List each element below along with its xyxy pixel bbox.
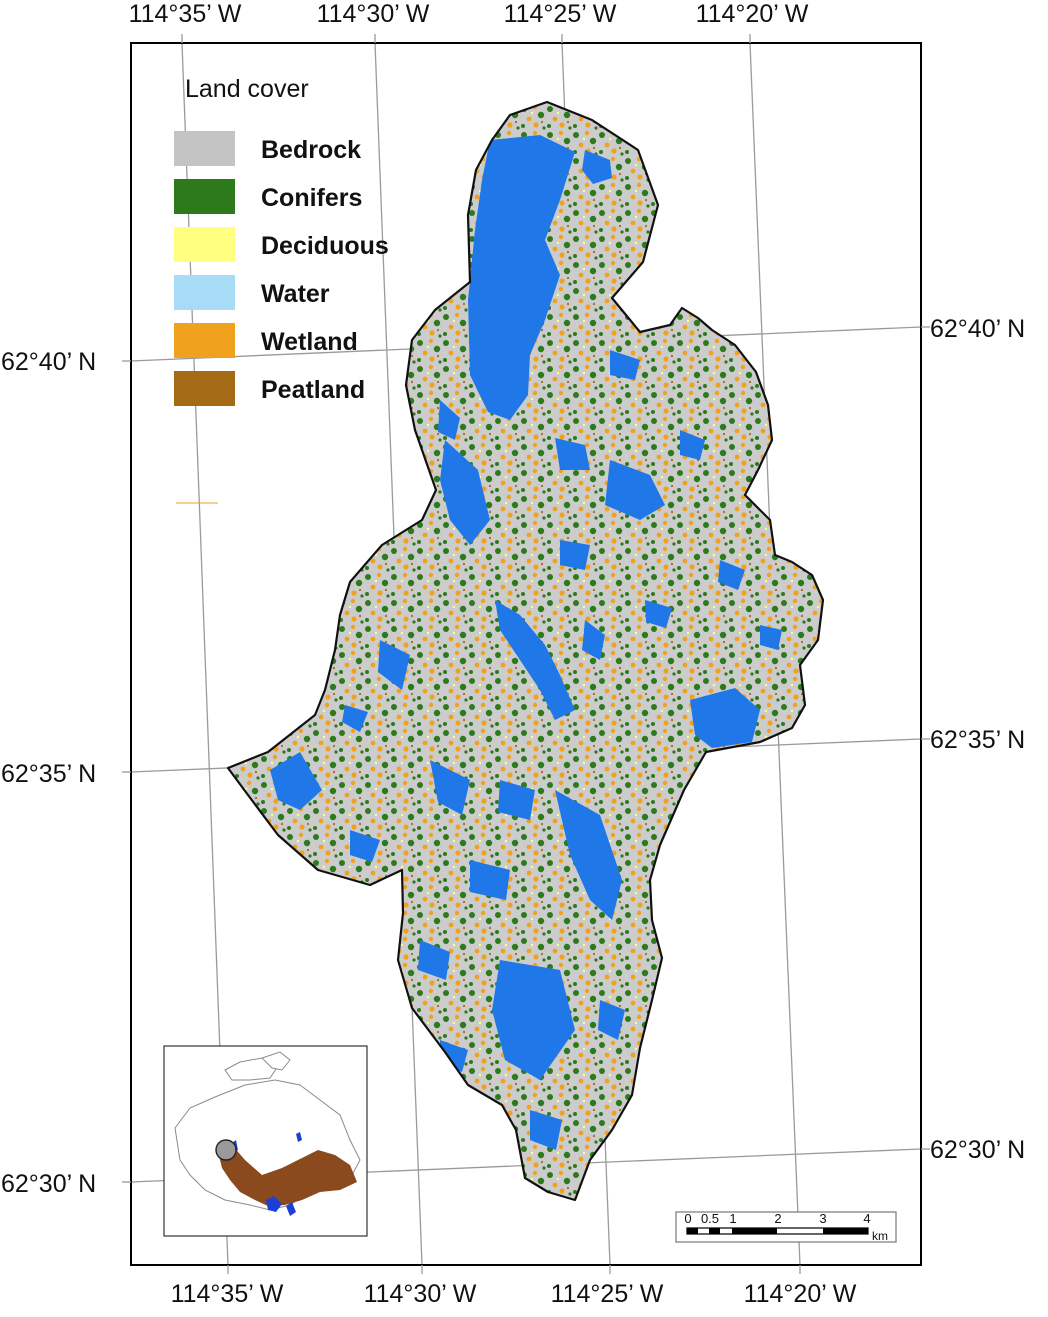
scale-tick-label: 1 — [729, 1211, 736, 1226]
inset-region — [218, 1145, 357, 1206]
right-lat-label: 62°35’ N — [930, 726, 1025, 754]
top-lon-label: 114°25’ W — [504, 0, 617, 28]
scale-tick-label: 3 — [819, 1211, 826, 1226]
legend-swatch-conifers — [174, 179, 235, 214]
left-lat-label: 62°40’ N — [1, 348, 96, 376]
legend-swatch-deciduous — [174, 227, 235, 262]
legend-label-water: Water — [261, 280, 330, 308]
legend-label-conifers: Conifers — [261, 184, 362, 212]
bottom-lon-label: 114°30’ W — [364, 1280, 477, 1308]
right-lat-label: 62°40’ N — [930, 315, 1025, 343]
top-lon-label: 114°30’ W — [317, 0, 430, 28]
legend-swatch-water — [174, 275, 235, 310]
graticule-ticks — [122, 34, 930, 1274]
left-lat-label: 62°30’ N — [1, 1170, 96, 1198]
scale-tick-label: 0 — [684, 1211, 691, 1226]
legend-label-deciduous: Deciduous — [261, 232, 389, 260]
inset-arctic-islands — [261, 1051, 291, 1071]
legend-swatch-peatland — [174, 371, 235, 406]
scale-bar: 0 0.5 1 2 3 4 km — [675, 1211, 897, 1243]
scale-unit: km — [872, 1229, 888, 1243]
top-lon-label: 114°35’ W — [129, 0, 242, 28]
map-frame — [130, 42, 922, 1266]
scale-bar-box — [675, 1211, 897, 1243]
study-area-marker — [215, 1139, 237, 1161]
scale-tick-label: 2 — [774, 1211, 781, 1226]
legend: Land cover Bedrock Conifers Deciduous Water… — [174, 75, 389, 504]
scale-tick-label: 0.5 — [701, 1211, 719, 1226]
bottom-lon-label: 114°25’ W — [551, 1280, 664, 1308]
inset-map — [163, 1045, 368, 1237]
inset-arctic-islands — [224, 1057, 279, 1081]
water-bodies — [270, 135, 782, 1150]
bottom-lon-label: 114°35’ W — [171, 1280, 284, 1308]
left-lat-label: 62°35’ N — [1, 760, 96, 788]
top-lon-label: 114°20’ W — [696, 0, 809, 28]
legend-label-wetland: Wetland — [261, 328, 358, 356]
watershed-basin — [226, 100, 825, 1202]
scale-tick-label: 4 — [863, 1211, 870, 1226]
coordinate-labels: 114°35’ W 114°30’ W 114°25’ W 114°20’ W … — [1, 0, 1025, 1308]
right-lat-label: 62°30’ N — [930, 1136, 1025, 1164]
bottom-lon-label: 114°20’ W — [744, 1280, 857, 1308]
legend-swatch-bedrock — [174, 131, 235, 166]
legend-label-peatland: Peatland — [261, 376, 365, 404]
legend-label-bedrock: Bedrock — [261, 136, 361, 164]
legend-swatch-wetland — [174, 323, 235, 358]
legend-title: Land cover — [185, 75, 309, 103]
